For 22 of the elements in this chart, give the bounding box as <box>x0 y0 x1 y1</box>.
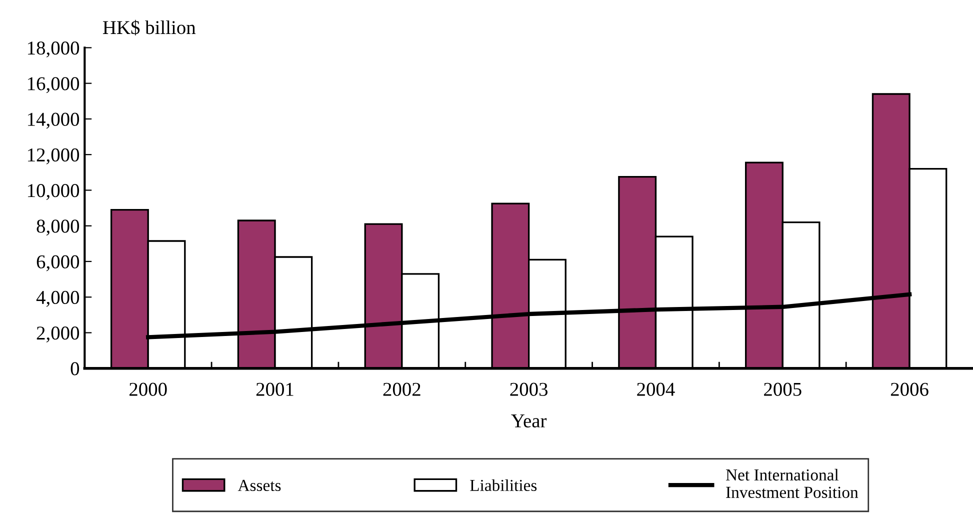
y-tick-label: 6,000 <box>36 255 80 272</box>
y-axis-title: HK$ billion <box>102 20 196 36</box>
x-tick-label: 2004 <box>637 382 675 396</box>
y-tick-label: 16,000 <box>28 77 80 94</box>
legend-label: Net International Investment Position <box>726 468 858 498</box>
x-tick-label: 2000 <box>130 382 167 396</box>
y-tick-label: 8,000 <box>36 220 80 236</box>
y-tick-label: 12,000 <box>28 148 80 164</box>
x-axis-title: Year <box>511 414 547 428</box>
y-tick-label: 0 <box>70 362 80 376</box>
y-tick-label: 2,000 <box>36 326 80 342</box>
y-tick-label: 10,000 <box>28 184 80 200</box>
x-tick-label: 2006 <box>890 382 928 396</box>
y-tick-label: 18,000 <box>28 42 80 58</box>
x-tick-label: 2001 <box>256 382 294 396</box>
x-tick-label: 2002 <box>383 382 420 396</box>
legend-label: Liabilities <box>470 479 537 492</box>
x-tick-label: 2003 <box>510 382 548 396</box>
y-tick-label: 4,000 <box>36 290 80 307</box>
legend-label: Assets <box>238 480 281 492</box>
y-tick-label: 14,000 <box>28 112 80 129</box>
x-tick-label: 2005 <box>764 382 802 396</box>
